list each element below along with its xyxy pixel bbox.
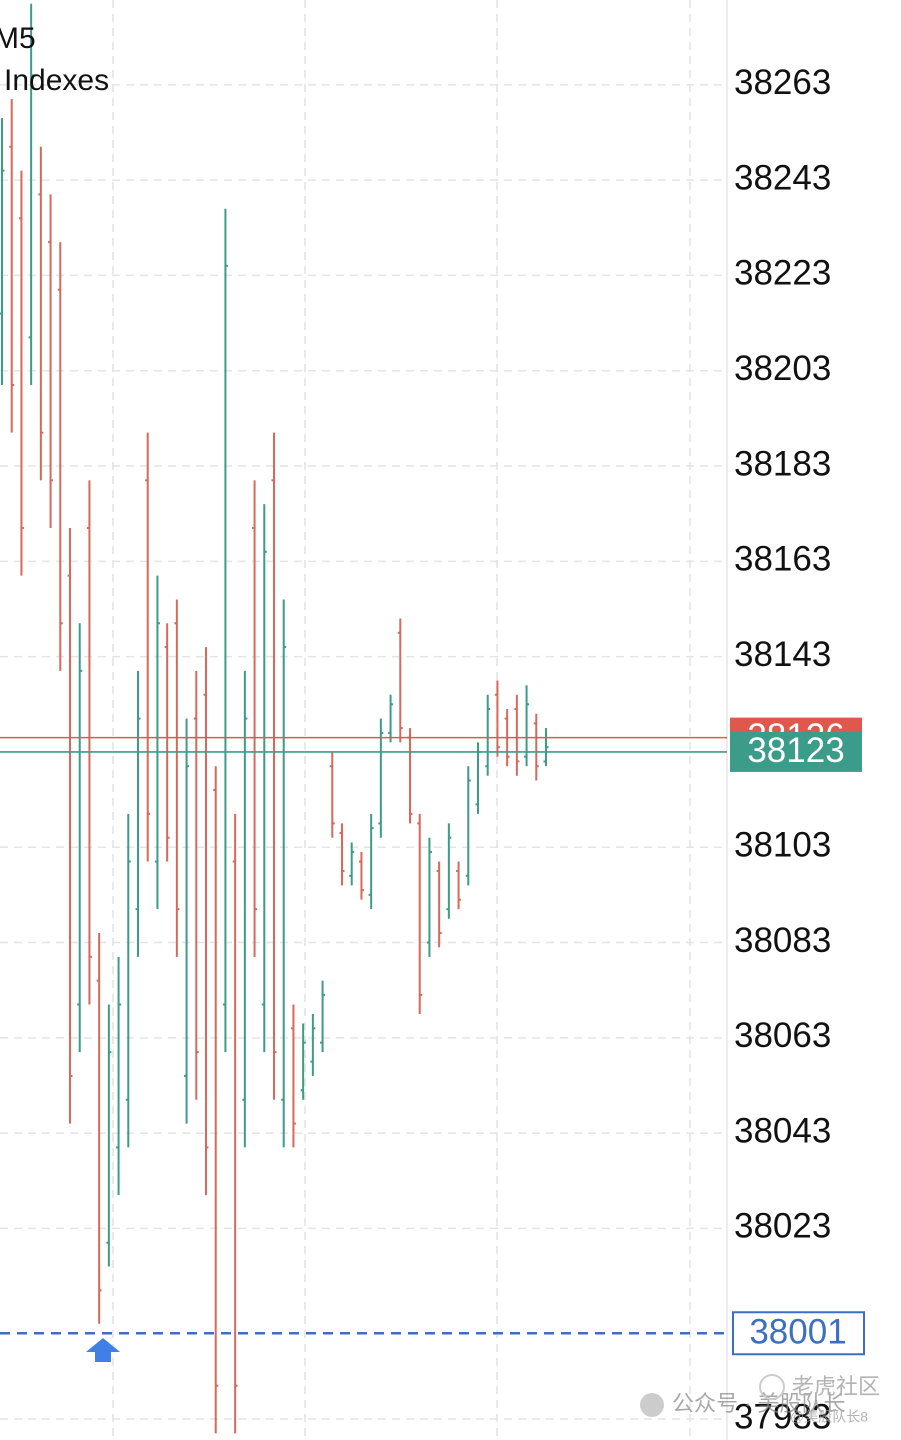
y-tick-label: 38263 <box>734 63 831 102</box>
watermark-channel: 公众号 · 美股队长 <box>672 1391 846 1416</box>
price-label: 38123 <box>747 731 844 770</box>
grid <box>0 84 727 1420</box>
y-tick-label: 38103 <box>734 825 831 864</box>
y-tick-label: 38223 <box>734 254 831 293</box>
watermark: 公众号 · 美股队长 老虎社区 @美股队长8 <box>640 1374 880 1425</box>
y-tick-label: 38043 <box>734 1111 831 1150</box>
y-tick-label: 38143 <box>734 635 831 674</box>
y-tick-label: 38203 <box>734 349 831 388</box>
y-tick-label: 38183 <box>734 444 831 483</box>
timeframe: M5 <box>0 22 36 55</box>
y-tick-label: 37983 <box>734 1397 831 1436</box>
price-lines <box>0 736 727 1335</box>
buy-arrow <box>86 1338 120 1362</box>
y-tick-label: 38063 <box>734 1016 831 1055</box>
y-axis: 38263 38243 38223 38203 38183 38163 38143 38103… <box>734 63 831 1436</box>
price-label: 38001 <box>749 1313 846 1352</box>
y-tick-label: 38023 <box>734 1207 831 1246</box>
price-label-box <box>732 1311 865 1356</box>
bars <box>0 3 549 1434</box>
vertical-grid <box>112 0 691 1440</box>
price-label-box <box>730 731 862 772</box>
watermark-community: 老虎社区 <box>792 1374 880 1399</box>
watermark-handle: @美股队长8 <box>790 1409 868 1425</box>
y-tick-label: 38163 <box>734 540 831 579</box>
y-tick-label: 38243 <box>734 158 831 197</box>
tiger-icon <box>759 1374 785 1400</box>
price-labels: 381263812338001 <box>730 717 865 1356</box>
market: Indexes <box>4 64 109 97</box>
y-tick-label: 38083 <box>734 921 831 960</box>
wechat-icon <box>640 1393 664 1417</box>
